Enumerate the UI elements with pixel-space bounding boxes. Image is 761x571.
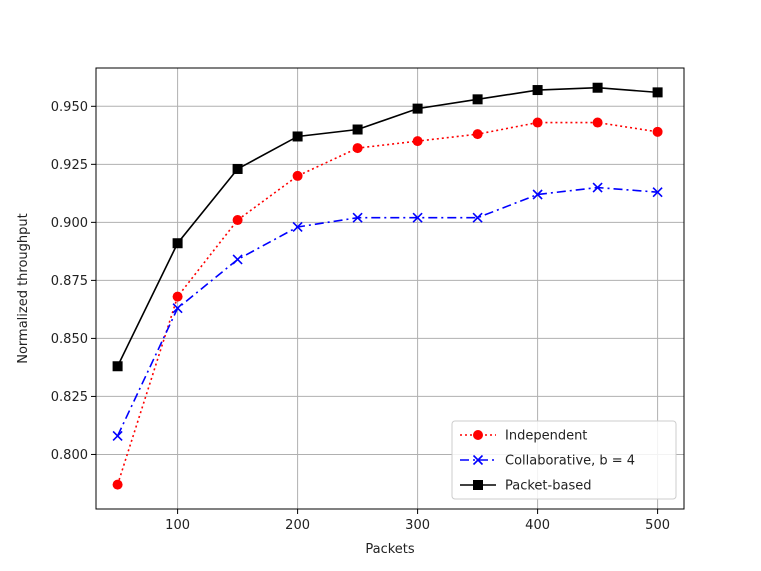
data-point bbox=[532, 189, 543, 200]
y-tick-label: 0.950 bbox=[51, 100, 88, 115]
legend-item: Independent bbox=[460, 429, 587, 444]
data-point bbox=[412, 212, 423, 223]
y-tick-label: 0.800 bbox=[51, 448, 88, 463]
data-point bbox=[112, 479, 123, 490]
series-line bbox=[116, 121, 658, 485]
data-point bbox=[652, 187, 663, 198]
data-point bbox=[112, 361, 123, 372]
data-point bbox=[592, 182, 603, 193]
y-tick-label: 0.825 bbox=[51, 390, 88, 405]
x-tick-label: 300 bbox=[405, 518, 430, 533]
legend-box bbox=[451, 420, 677, 500]
ticks: 100 200 300 400 500 0.800 0.825 0.850 0.875 0.900… bbox=[51, 100, 670, 533]
y-axis-label: Normalized throughput bbox=[16, 213, 31, 364]
y-tick-label: 0.850 bbox=[51, 332, 88, 347]
data-point bbox=[652, 126, 663, 137]
data-point bbox=[292, 221, 303, 233]
legend-marker bbox=[473, 430, 483, 440]
legend-label: Packet-based bbox=[505, 479, 591, 494]
data-point bbox=[472, 212, 483, 223]
series-independent bbox=[112, 117, 663, 490]
y-tick-label: 0.900 bbox=[51, 216, 88, 231]
legend: Independent Collaborative, b = 4 Packet-ba… bbox=[451, 420, 677, 500]
series-collaborative-b-4 bbox=[112, 182, 663, 441]
x-tick-label: 200 bbox=[285, 518, 310, 533]
data-point bbox=[652, 87, 663, 98]
series-line bbox=[116, 86, 658, 367]
data-point bbox=[292, 131, 303, 142]
legend-label: Independent bbox=[505, 429, 587, 444]
data-point bbox=[412, 136, 423, 147]
data-point bbox=[232, 163, 243, 174]
series-packet-based bbox=[112, 82, 663, 372]
data-point bbox=[472, 94, 483, 105]
x-tick-label: 100 bbox=[165, 518, 190, 533]
data-point bbox=[592, 117, 603, 128]
data-point bbox=[472, 129, 483, 140]
data-point bbox=[352, 124, 363, 135]
series-layer bbox=[112, 82, 663, 490]
data-point bbox=[532, 85, 543, 96]
data-point bbox=[232, 254, 243, 265]
legend-item: Packet-based bbox=[460, 479, 591, 494]
data-point bbox=[532, 117, 543, 128]
data-point bbox=[292, 170, 303, 181]
x-tick-label: 400 bbox=[525, 518, 550, 533]
legend-marker bbox=[472, 454, 484, 466]
data-point bbox=[232, 215, 243, 226]
y-tick-label: 0.875 bbox=[51, 274, 88, 289]
plot-frame bbox=[95, 67, 685, 510]
legend-item: Collaborative, b = 4 bbox=[460, 454, 635, 469]
legend-marker bbox=[473, 480, 483, 490]
data-point bbox=[352, 143, 363, 154]
series-line bbox=[116, 186, 658, 437]
data-point bbox=[412, 103, 423, 114]
y-tick-label: 0.925 bbox=[51, 158, 88, 173]
x-tick-label: 500 bbox=[645, 518, 670, 533]
data-point bbox=[172, 238, 183, 249]
data-point bbox=[172, 303, 183, 314]
legend-label: Collaborative, b = 4 bbox=[505, 454, 635, 469]
data-point bbox=[112, 430, 123, 441]
data-point bbox=[592, 82, 603, 93]
x-axis-label: Packets bbox=[365, 542, 415, 557]
data-point bbox=[172, 291, 183, 302]
data-point bbox=[352, 212, 363, 223]
